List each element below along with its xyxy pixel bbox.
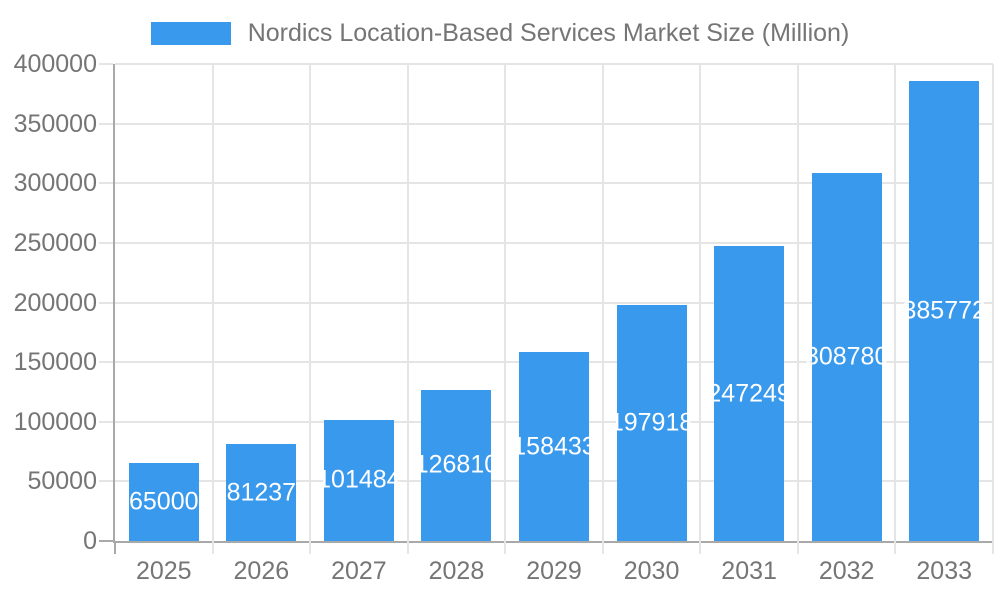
bar-2033[interactable] (909, 80, 980, 541)
bar-2028[interactable] (421, 389, 492, 541)
y-tick-mark (99, 122, 113, 125)
bar-value-label[interactable]: 158433 (512, 432, 596, 461)
v-gridline (211, 64, 214, 541)
bar-2025[interactable] (128, 463, 199, 541)
plot-area: 0 50000 100000 150000 200000 250000 300000 3500… (14, 51, 994, 585)
y-tick-label: 0 (83, 527, 97, 555)
y-tick-mark (99, 182, 113, 185)
x-tick-mark (114, 541, 116, 554)
x-tick-label: 2029 (526, 557, 582, 585)
x-tick-label: 2025 (135, 557, 192, 585)
y-tick-mark (99, 63, 113, 65)
x-tick-mark (211, 541, 214, 554)
x-tick-label: 2028 (428, 557, 485, 585)
h-gridline (115, 63, 993, 65)
x-tick-mark (406, 541, 409, 554)
x-tick-label: 2030 (623, 557, 680, 585)
y-tick-label: 400000 (13, 50, 97, 78)
x-tick-label: 2032 (818, 557, 875, 585)
y-tick-label: 150000 (13, 348, 97, 377)
v-gridline (406, 64, 409, 541)
v-gridline (894, 64, 897, 541)
legend-label: Nordics Location-Based Services Market S… (247, 18, 850, 47)
bar-value-label[interactable]: 308780 (804, 342, 889, 371)
bar-2027[interactable] (323, 419, 394, 541)
bar-value-label[interactable]: 247249 (707, 379, 791, 408)
v-gridline (992, 64, 994, 541)
legend-item[interactable]: Nordics Location-Based Services Market S… (150, 18, 850, 48)
y-tick-mark (99, 301, 113, 304)
y-tick-mark (99, 241, 113, 244)
y-tick-mark (99, 361, 113, 364)
bar-value-label[interactable]: 65000 (129, 487, 199, 516)
y-tick-mark (99, 420, 113, 423)
bar-value-label[interactable]: 385772 (902, 296, 986, 325)
bar-2026[interactable] (226, 444, 297, 541)
v-gridline (504, 64, 507, 541)
v-gridline (309, 64, 312, 541)
y-tick-label: 50000 (27, 467, 97, 496)
x-tick-mark (894, 541, 897, 554)
x-tick-mark (796, 541, 799, 554)
v-gridline (699, 64, 702, 541)
x-tick-mark (601, 541, 604, 554)
v-gridline (601, 64, 604, 541)
x-tick-mark (309, 541, 312, 554)
x-tick-mark (992, 541, 994, 554)
legend-swatch (150, 21, 231, 45)
bar-2031[interactable] (714, 246, 785, 541)
bar-value-label[interactable]: 81237 (226, 478, 297, 507)
x-tick-label: 2026 (233, 557, 290, 585)
bar-value-label[interactable]: 126810 (414, 450, 499, 479)
bar-value-label[interactable]: 101484 (317, 465, 401, 494)
y-tick-label: 250000 (13, 228, 97, 257)
v-gridline (796, 64, 799, 541)
y-tick-label: 300000 (13, 169, 97, 198)
legend: Nordics Location-Based Services Market S… (0, 14, 1000, 52)
x-tick-mark (504, 541, 507, 554)
h-gridline (115, 122, 993, 125)
y-tick-label: 200000 (13, 288, 97, 317)
x-tick-label: 2031 (721, 557, 777, 585)
bar-2030[interactable] (616, 304, 687, 541)
y-tick-label: 100000 (13, 407, 97, 436)
x-tick-mark (699, 541, 702, 554)
bar-2032[interactable] (811, 172, 882, 541)
y-tick-mark (99, 540, 113, 542)
bar-2029[interactable] (519, 352, 589, 541)
x-tick-label: 2033 (916, 557, 973, 585)
y-tick-label: 350000 (13, 109, 97, 138)
x-tick-label: 2027 (331, 557, 387, 585)
y-tick-mark (99, 480, 113, 483)
bar-value-label[interactable]: 197918 (609, 408, 694, 437)
